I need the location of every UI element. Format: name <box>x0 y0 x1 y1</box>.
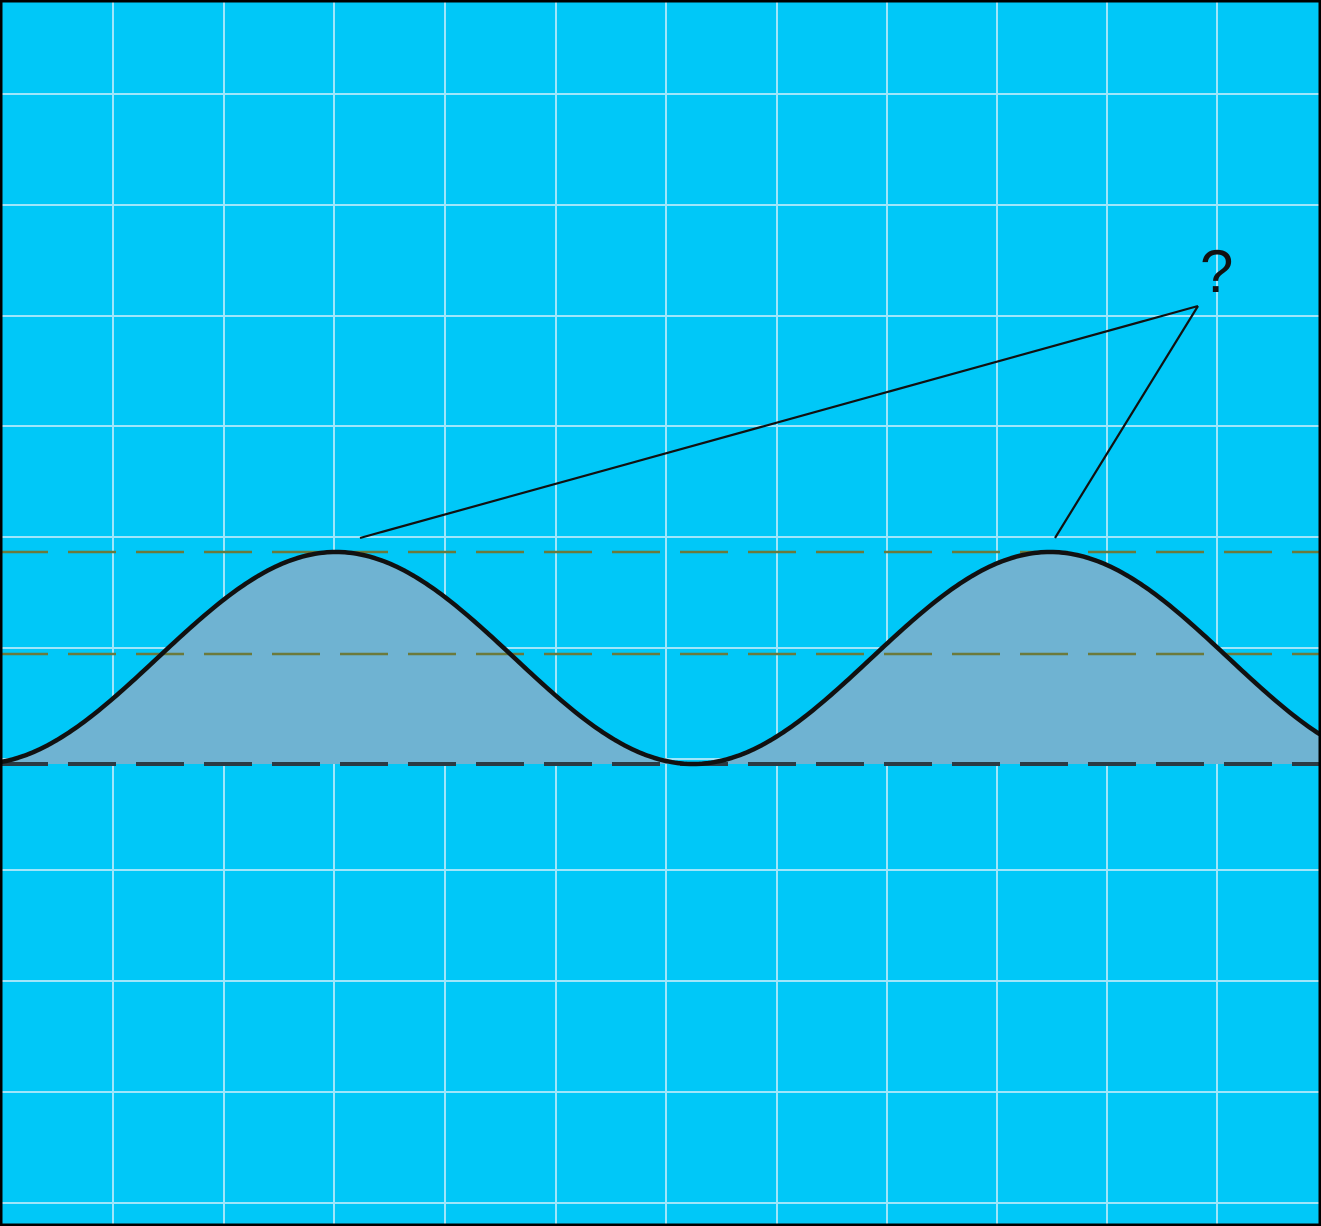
pointer-line-first-crest <box>359 304 1199 540</box>
pointer-line-second-crest <box>1054 305 1199 539</box>
wave-fill-area <box>0 552 1321 764</box>
wave-curve <box>0 549 1321 767</box>
question-label: ? <box>1200 238 1233 305</box>
